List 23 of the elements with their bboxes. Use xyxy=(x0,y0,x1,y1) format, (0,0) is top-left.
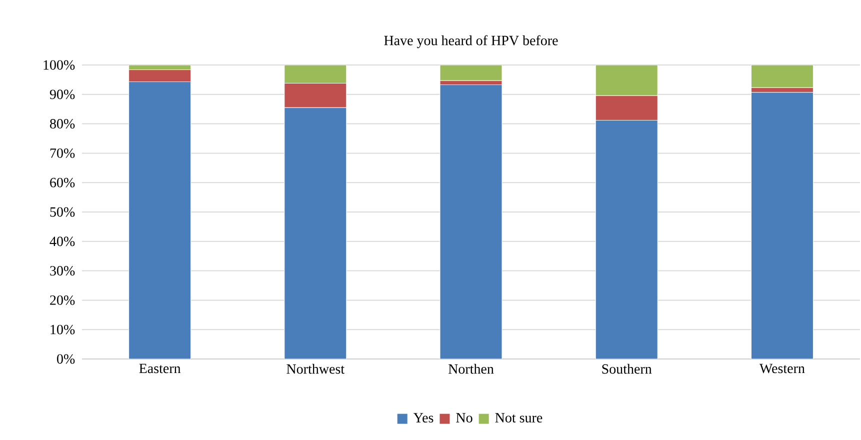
x-tick-label: Southern xyxy=(602,364,652,374)
y-tick-label: 70% xyxy=(50,148,75,158)
y-tick-label: 10% xyxy=(50,324,75,334)
y-tick-label: 20% xyxy=(50,295,75,305)
y-tick-label: 30% xyxy=(50,266,75,276)
y-tick-label: 50% xyxy=(50,207,75,217)
bar xyxy=(750,65,814,88)
x-tick-label: Eastern xyxy=(139,364,181,374)
x-tick-label: Northen xyxy=(448,364,494,374)
legend-label: Yes xyxy=(414,413,434,422)
y-tick-label: 90% xyxy=(50,90,75,100)
legend-label: Not sure xyxy=(495,413,542,422)
y-tick-label: 100% xyxy=(44,60,75,70)
bar xyxy=(440,65,502,81)
y-tick-label: 60% xyxy=(50,178,75,188)
x-tick-label: Western xyxy=(759,364,805,374)
chart-title: Have you heard of HPV before xyxy=(384,35,558,48)
y-tick-label: 0% xyxy=(57,354,75,364)
legend-label: No xyxy=(456,413,472,422)
x-tick-label: Northwest xyxy=(286,364,344,374)
y-tick-label: 80% xyxy=(50,119,75,129)
bar xyxy=(440,84,502,359)
y-tick-label: 40% xyxy=(50,236,75,246)
